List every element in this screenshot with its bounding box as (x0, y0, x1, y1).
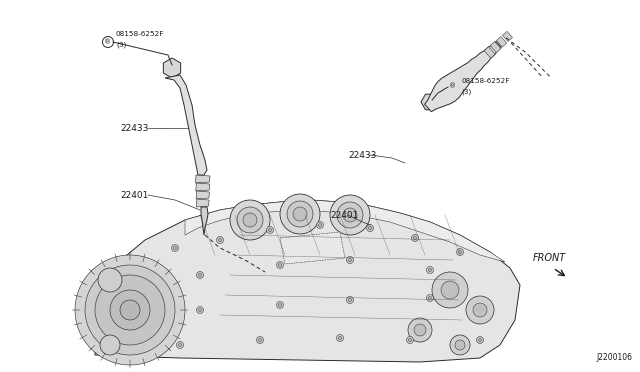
Circle shape (278, 304, 282, 307)
Circle shape (346, 257, 353, 263)
Circle shape (257, 337, 264, 343)
Circle shape (98, 268, 122, 292)
Polygon shape (201, 207, 208, 235)
Circle shape (414, 324, 426, 336)
Circle shape (432, 272, 468, 308)
Text: 08158-6252F: 08158-6252F (116, 31, 164, 37)
Circle shape (218, 238, 221, 241)
Circle shape (450, 335, 470, 355)
Text: FRONT: FRONT (533, 253, 566, 263)
Circle shape (120, 300, 140, 320)
Circle shape (429, 296, 431, 299)
Text: 22401: 22401 (330, 211, 358, 219)
Polygon shape (484, 47, 495, 58)
Text: ®: ® (449, 83, 456, 89)
Text: 08158-6252F: 08158-6252F (461, 78, 509, 84)
Circle shape (237, 207, 263, 233)
Polygon shape (196, 199, 209, 207)
Circle shape (339, 337, 342, 340)
Circle shape (95, 275, 165, 345)
Polygon shape (95, 200, 520, 362)
Circle shape (75, 255, 185, 365)
Polygon shape (196, 191, 209, 199)
Circle shape (456, 248, 463, 256)
Circle shape (413, 237, 417, 240)
Text: J2200106: J2200106 (596, 353, 632, 362)
Text: ®: ® (104, 39, 111, 45)
Text: (3): (3) (461, 89, 471, 95)
Polygon shape (502, 31, 513, 41)
Circle shape (369, 227, 371, 230)
Text: 22433: 22433 (348, 151, 376, 160)
Circle shape (412, 234, 419, 241)
Circle shape (280, 194, 320, 234)
Circle shape (278, 263, 282, 266)
Polygon shape (421, 94, 439, 110)
Text: 22401: 22401 (120, 190, 148, 199)
Circle shape (367, 224, 374, 231)
Polygon shape (196, 183, 210, 191)
Circle shape (293, 207, 307, 221)
Circle shape (477, 337, 483, 343)
Circle shape (466, 296, 494, 324)
Circle shape (85, 265, 175, 355)
Circle shape (276, 301, 284, 308)
Circle shape (172, 244, 179, 251)
Circle shape (406, 337, 413, 343)
Circle shape (100, 335, 120, 355)
Circle shape (196, 272, 204, 279)
Polygon shape (165, 75, 207, 175)
Circle shape (269, 228, 271, 231)
Circle shape (408, 318, 432, 342)
Circle shape (287, 201, 313, 227)
Text: (3): (3) (116, 42, 126, 48)
Circle shape (337, 202, 363, 228)
Circle shape (259, 339, 262, 341)
Circle shape (179, 343, 182, 346)
Circle shape (479, 339, 481, 341)
Circle shape (276, 262, 284, 269)
Circle shape (408, 339, 412, 341)
Circle shape (349, 259, 351, 262)
Circle shape (177, 341, 184, 349)
Polygon shape (490, 42, 501, 52)
Circle shape (337, 334, 344, 341)
Circle shape (441, 281, 459, 299)
Circle shape (173, 247, 177, 250)
Circle shape (473, 303, 487, 317)
Circle shape (110, 290, 150, 330)
Circle shape (458, 250, 461, 253)
Polygon shape (497, 36, 507, 47)
Circle shape (198, 308, 202, 311)
Polygon shape (185, 200, 505, 262)
Polygon shape (280, 232, 345, 264)
Circle shape (243, 213, 257, 227)
Polygon shape (425, 41, 501, 112)
Circle shape (346, 296, 353, 304)
Polygon shape (195, 175, 210, 183)
Circle shape (266, 227, 273, 234)
Circle shape (196, 307, 204, 314)
Circle shape (230, 200, 270, 240)
Circle shape (455, 340, 465, 350)
Polygon shape (163, 58, 180, 78)
Circle shape (426, 295, 433, 301)
Circle shape (216, 237, 223, 244)
Circle shape (198, 273, 202, 276)
Circle shape (349, 298, 351, 301)
Circle shape (343, 208, 357, 222)
Circle shape (317, 221, 323, 228)
Circle shape (319, 224, 321, 227)
Text: 22433: 22433 (120, 124, 148, 132)
Circle shape (429, 269, 431, 272)
Circle shape (330, 195, 370, 235)
Circle shape (426, 266, 433, 273)
